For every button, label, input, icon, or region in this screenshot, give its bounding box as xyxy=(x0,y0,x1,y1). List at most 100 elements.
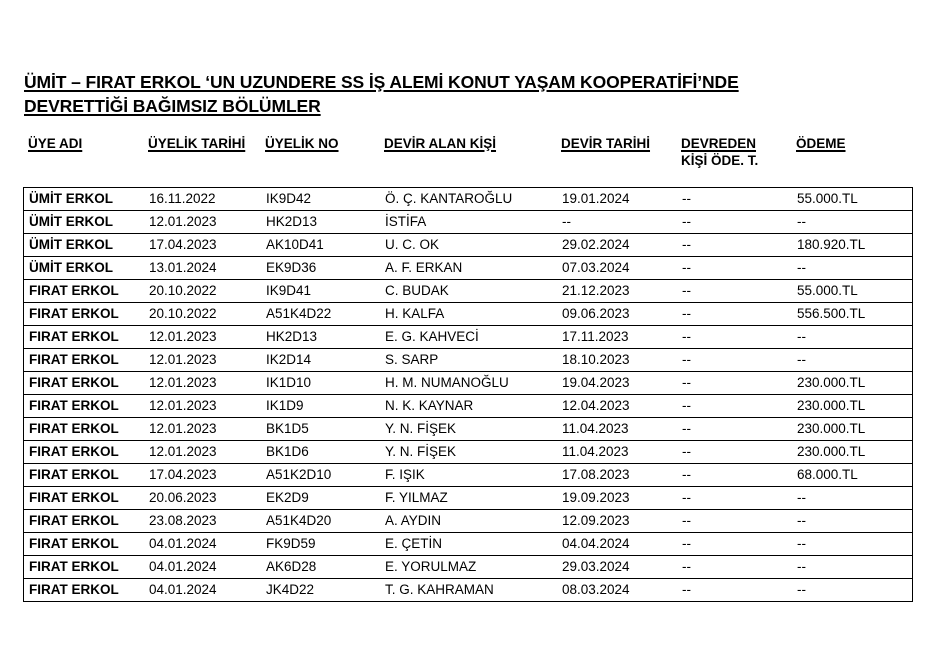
cell-uyelik-no: FK9D59 xyxy=(266,536,316,551)
cell-uyelik-tarihi: 17.04.2023 xyxy=(149,467,217,482)
cell-uyelik-no: EK9D36 xyxy=(266,260,317,275)
cell-uye-adi: FIRAT ERKOL xyxy=(29,375,119,390)
cell-odeme: -- xyxy=(797,329,806,344)
table-row: FIRAT ERKOL 12.01.2023 BK1D6 Y. N. FİŞEK 11.… xyxy=(24,441,912,464)
cell-uyelik-no: BK1D6 xyxy=(266,444,309,459)
cell-devreden-kisi-odeme-tarihi: -- xyxy=(682,191,691,206)
cell-devir-tarihi: 04.04.2024 xyxy=(562,536,630,551)
cell-odeme: 55.000.TL xyxy=(797,283,858,298)
cell-devir-alan-kisi: Y. N. FİŞEK xyxy=(385,444,457,459)
cell-devir-alan-kisi: E. YORULMAZ xyxy=(385,559,477,574)
cell-odeme: 230.000.TL xyxy=(797,398,866,413)
table-row: FIRAT ERKOL 12.01.2023 BK1D5 Y. N. FİŞEK 11.… xyxy=(24,418,912,441)
cell-devreden-kisi-odeme-tarihi: -- xyxy=(682,536,691,551)
cell-devir-tarihi: 12.04.2023 xyxy=(562,398,630,413)
table-row: FIRAT ERKOL 20.10.2022 A51K4D22 H. KALFA 09.… xyxy=(24,303,912,326)
cell-devreden-kisi-odeme-tarihi: -- xyxy=(682,421,691,436)
cell-uyelik-no: IK2D14 xyxy=(266,352,312,367)
cell-devir-alan-kisi: İSTİFA xyxy=(385,214,427,229)
cell-uyelik-tarihi: 04.01.2024 xyxy=(149,536,217,551)
table-row: FIRAT ERKOL 12.01.2023 HK2D13 E. G. KAHVECİ… xyxy=(24,326,912,349)
cell-uyelik-no: HK2D13 xyxy=(266,329,318,344)
cell-uyelik-no: IK9D42 xyxy=(266,191,312,206)
cell-uyelik-no: AK6D28 xyxy=(266,559,317,574)
column-header-odeme: ÖDEME xyxy=(796,136,846,151)
cell-devir-tarihi: 12.09.2023 xyxy=(562,513,630,528)
cell-odeme: -- xyxy=(797,260,806,275)
cell-uyelik-tarihi: 12.01.2023 xyxy=(149,214,217,229)
cell-odeme: 230.000.TL xyxy=(797,421,866,436)
cell-devreden-kisi-odeme-tarihi: -- xyxy=(682,260,691,275)
cell-uyelik-tarihi: 12.01.2023 xyxy=(149,375,217,390)
cell-devreden-kisi-odeme-tarihi: -- xyxy=(682,444,691,459)
cell-uye-adi: ÜMİT ERKOL xyxy=(29,214,113,229)
cell-uyelik-tarihi: 12.01.2023 xyxy=(149,352,217,367)
cell-uyelik-tarihi: 12.01.2023 xyxy=(149,444,217,459)
page-title-line-1: ÜMİT – FIRAT ERKOL ‘UN UZUNDERE SS İŞ AL… xyxy=(24,71,739,92)
column-header-devir-alan-kisi: DEVİR ALAN KİŞİ xyxy=(384,136,497,151)
cell-devir-alan-kisi: F. YILMAZ xyxy=(385,490,448,505)
cell-odeme: 556.500.TL xyxy=(797,306,866,321)
column-header-devreden-kisi-odeme-tarihi: DEVREDEN KİŞİ ÖDE. T. xyxy=(681,136,759,168)
cell-devir-tarihi: 19.01.2024 xyxy=(562,191,630,206)
cell-uyelik-no: HK2D13 xyxy=(266,214,318,229)
cell-devir-alan-kisi: F. IŞIK xyxy=(385,467,425,482)
cell-uyelik-tarihi: 20.10.2022 xyxy=(149,306,217,321)
cell-devir-tarihi: 21.12.2023 xyxy=(562,283,630,298)
cell-uye-adi: FIRAT ERKOL xyxy=(29,398,119,413)
cell-uye-adi: FIRAT ERKOL xyxy=(29,329,119,344)
cell-uye-adi: FIRAT ERKOL xyxy=(29,352,119,367)
cell-devir-tarihi: 18.10.2023 xyxy=(562,352,630,367)
cell-odeme: -- xyxy=(797,214,806,229)
cell-uye-adi: FIRAT ERKOL xyxy=(29,513,119,528)
page-title-line-2: DEVRETTİĞİ BAĞIMSIZ BÖLÜMLER xyxy=(24,95,321,116)
cell-devreden-kisi-odeme-tarihi: -- xyxy=(682,214,691,229)
cell-devir-alan-kisi: A. F. ERKAN xyxy=(385,260,463,275)
cell-devreden-kisi-odeme-tarihi: -- xyxy=(682,398,691,413)
cell-devreden-kisi-odeme-tarihi: -- xyxy=(682,467,691,482)
cell-uye-adi: FIRAT ERKOL xyxy=(29,283,119,298)
cell-uye-adi: FIRAT ERKOL xyxy=(29,444,119,459)
cell-uyelik-no: EK2D9 xyxy=(266,490,309,505)
cell-devir-tarihi: 19.04.2023 xyxy=(562,375,630,390)
cell-devir-tarihi: 07.03.2024 xyxy=(562,260,630,275)
cell-uye-adi: ÜMİT ERKOL xyxy=(29,191,113,206)
cell-uyelik-tarihi: 12.01.2023 xyxy=(149,398,217,413)
cell-devreden-kisi-odeme-tarihi: -- xyxy=(682,513,691,528)
cell-devir-tarihi: 29.03.2024 xyxy=(562,559,630,574)
cell-uyelik-no: JK4D22 xyxy=(266,582,315,597)
cell-uyelik-tarihi: 13.01.2024 xyxy=(149,260,217,275)
cell-odeme: 55.000.TL xyxy=(797,191,858,206)
cell-devreden-kisi-odeme-tarihi: -- xyxy=(682,283,691,298)
cell-devreden-kisi-odeme-tarihi: -- xyxy=(682,490,691,505)
table-row: FIRAT ERKOL 04.01.2024 FK9D59 E. ÇETİN 04.04… xyxy=(24,533,912,556)
cell-uyelik-no: IK1D10 xyxy=(266,375,312,390)
cell-devir-alan-kisi: U. C. OK xyxy=(385,237,440,252)
cell-uyelik-no: A51K4D22 xyxy=(266,306,332,321)
cell-devir-tarihi: -- xyxy=(562,214,571,229)
cell-devir-tarihi: 11.04.2023 xyxy=(562,421,629,436)
cell-devreden-kisi-odeme-tarihi: -- xyxy=(682,582,691,597)
cell-devir-alan-kisi: A. AYDIN xyxy=(385,513,442,528)
cell-devir-alan-kisi: H. KALFA xyxy=(385,306,445,321)
cell-uyelik-no: AK10D41 xyxy=(266,237,324,252)
cell-odeme: -- xyxy=(797,352,806,367)
cell-devreden-kisi-odeme-tarihi: -- xyxy=(682,306,691,321)
cell-uyelik-tarihi: 04.01.2024 xyxy=(149,582,217,597)
table-row: FIRAT ERKOL 20.10.2022 IK9D41 C. BUDAK 21.12… xyxy=(24,280,912,303)
table-row: FIRAT ERKOL 12.01.2023 IK1D9 N. K. KAYNAR 12… xyxy=(24,395,912,418)
cell-uyelik-no: IK1D9 xyxy=(266,398,304,413)
cell-uyelik-tarihi: 12.01.2023 xyxy=(149,329,217,344)
cell-devir-alan-kisi: S. SARP xyxy=(385,352,439,367)
cell-uye-adi: FIRAT ERKOL xyxy=(29,536,119,551)
cell-uye-adi: FIRAT ERKOL xyxy=(29,421,119,436)
cell-devir-alan-kisi: T. G. KAHRAMAN xyxy=(385,582,494,597)
cell-devir-tarihi: 19.09.2023 xyxy=(562,490,630,505)
cell-uyelik-tarihi: 16.11.2022 xyxy=(149,191,216,206)
cell-uye-adi: FIRAT ERKOL xyxy=(29,306,119,321)
cell-devir-alan-kisi: E. G. KAHVECİ xyxy=(385,329,479,344)
cell-odeme: 180.920.TL xyxy=(797,237,866,252)
table-row: FIRAT ERKOL 17.04.2023 A51K2D10 F. IŞIK 17.0… xyxy=(24,464,912,487)
cell-uyelik-tarihi: 20.10.2022 xyxy=(149,283,217,298)
cell-odeme: 230.000.TL xyxy=(797,375,866,390)
